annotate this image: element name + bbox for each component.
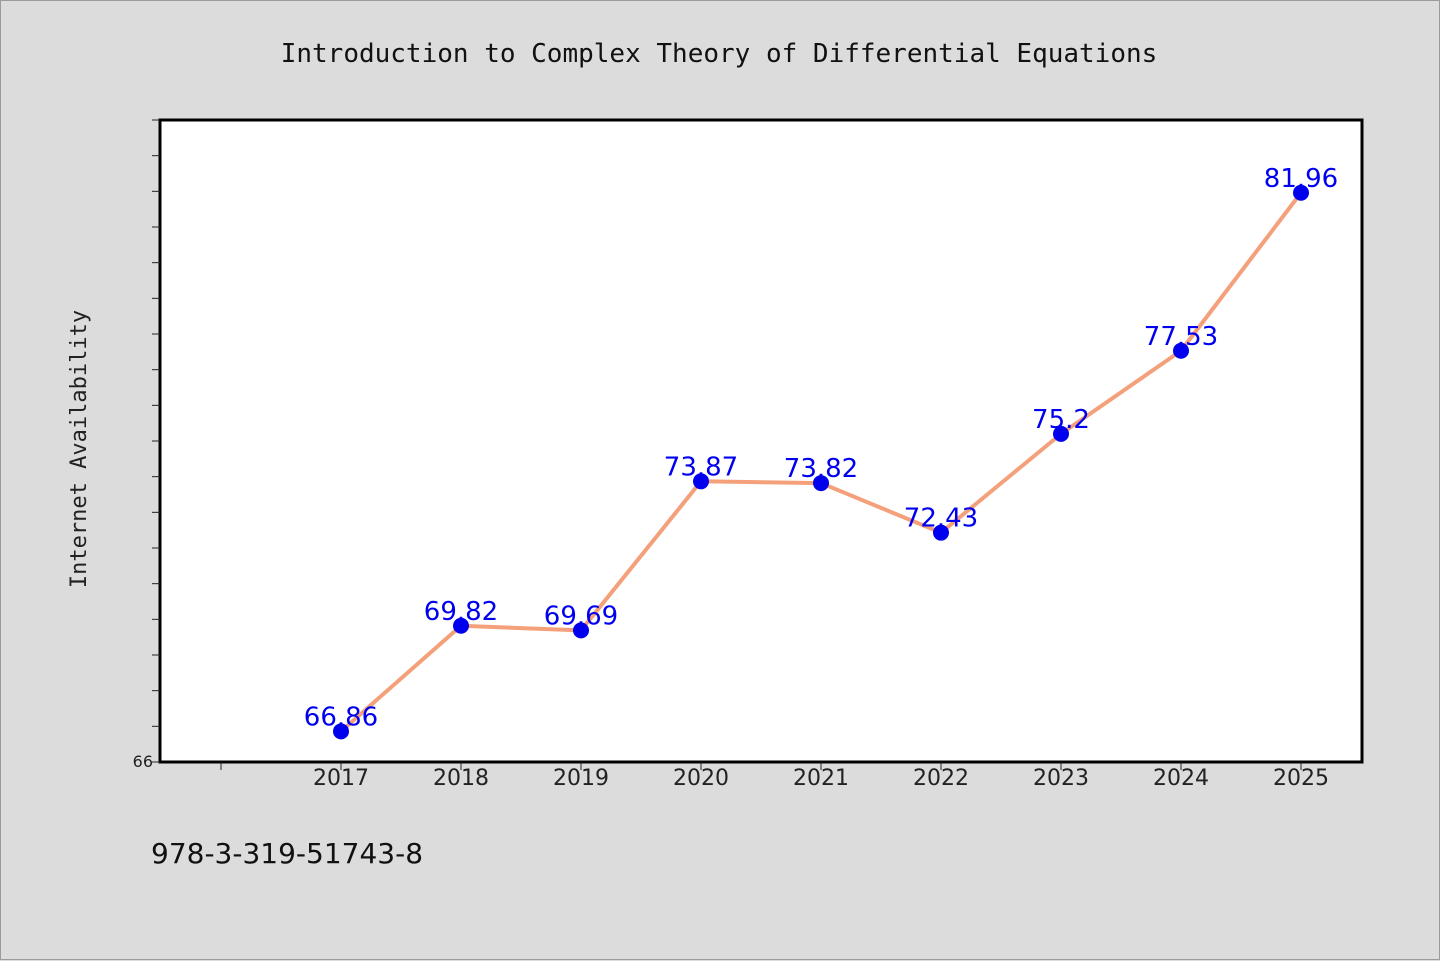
- x-axis-ticks: 2017 2018 2019 2020 2021 2022 2023 2024 2025: [220, 762, 1329, 791]
- data-point: [573, 622, 589, 639]
- data-label: 81.96: [1264, 164, 1338, 194]
- data-point: [813, 475, 829, 492]
- x-tick-label: 2025: [1273, 766, 1329, 791]
- x-tick-label: 2021: [793, 766, 849, 791]
- x-tick-label: 2023: [1033, 766, 1089, 791]
- data-label: 72.43: [904, 504, 978, 534]
- chart-title: Introduction to Complex Theory of Differ…: [281, 39, 1158, 69]
- data-label: 75.2: [1032, 405, 1090, 435]
- data-point: [933, 524, 949, 541]
- x-tick-label: 2020: [673, 766, 729, 791]
- x-tick-label: 2024: [1153, 766, 1209, 791]
- data-point: [333, 723, 349, 740]
- data-point: [1293, 184, 1309, 201]
- data-point: [453, 617, 469, 634]
- plot-area: [158, 118, 1364, 764]
- x-tick-label: 2019: [553, 766, 609, 791]
- data-label: 66.86: [304, 702, 378, 732]
- data-point: [1053, 425, 1069, 442]
- isbn-footer: 978-3-319-51743-8: [151, 837, 423, 870]
- data-label: 77.53: [1144, 322, 1218, 352]
- x-tick-label: 2017: [313, 766, 369, 791]
- y-axis-label: Internet Availability: [67, 310, 92, 588]
- series-layer: 66.86 69.82 69.69 73.87 73.82 72.43 75.2 77.53 8…: [304, 164, 1338, 740]
- data-point: [1173, 342, 1189, 359]
- data-label: 69.69: [544, 601, 618, 631]
- x-tick-label: 2022: [913, 766, 969, 791]
- x-tick-label: 2018: [433, 766, 489, 791]
- y-axis-ticks: [152, 119, 160, 763]
- data-label: 69.82: [424, 597, 498, 627]
- data-label: 73.87: [664, 452, 738, 482]
- y-tick-label: 66: [133, 752, 153, 771]
- data-label: 73.82: [784, 454, 858, 484]
- data-point: [693, 473, 709, 490]
